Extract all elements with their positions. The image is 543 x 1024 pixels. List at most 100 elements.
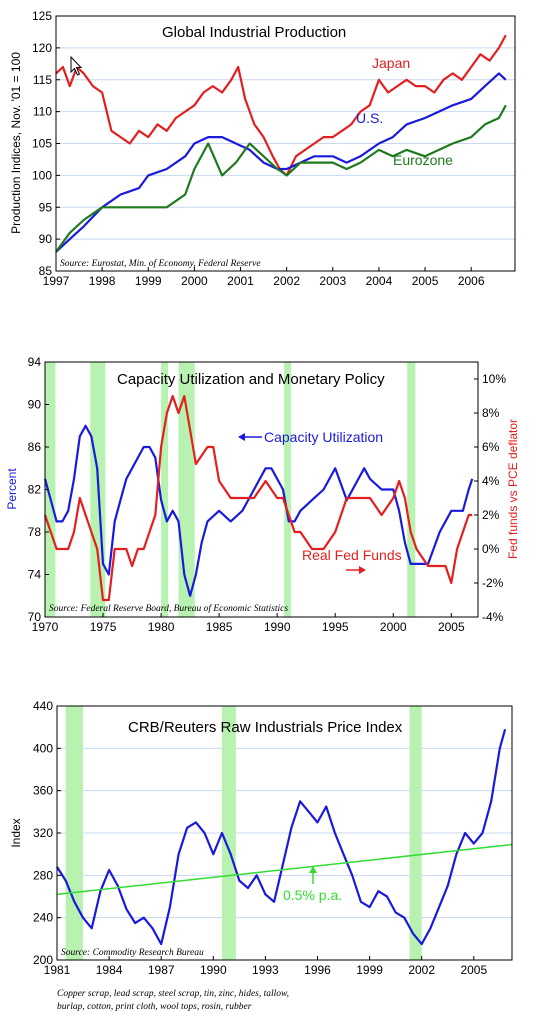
c3-series-crb-raw-industrials [56, 729, 507, 946]
c2-y2-axis-label: Fed funds vs PCE deflator [506, 419, 520, 559]
c2-y2tick-label-1: -2% [482, 576, 504, 590]
c3-xtick-label-0: 1981 [44, 963, 71, 977]
c1-xtick-label-0: 1997 [43, 274, 70, 288]
c2-capacity-arrowhead [238, 433, 245, 441]
c2-source: Source: Federal Reserve Board, Bureau of… [49, 603, 288, 614]
c1-ytick-label-1: 90 [39, 232, 53, 246]
c1-xtick-label-5: 2002 [273, 274, 300, 288]
c2-ytick-label-4: 86 [28, 440, 42, 454]
c3-recession-bar-2 [409, 706, 422, 960]
c3-title: CRB/Reuters Raw Industrials Price Index [128, 719, 403, 736]
c3-xtick-label-4: 1993 [252, 963, 279, 977]
c1-ytick-label-0: 85 [39, 264, 53, 278]
c3-ytick-label-4: 360 [33, 784, 53, 798]
c1-ytick-label-4: 105 [32, 137, 52, 151]
c3-xtick-label-8: 2005 [460, 963, 487, 977]
c3-xtick-label-3: 1990 [200, 963, 227, 977]
c1-xtick-label-7: 2004 [366, 274, 393, 288]
c2-y-ticks-right: -4% -2% 0% 2% 4% 6% 8% 10% [474, 372, 506, 624]
chart-capacity-utilization: 70 74 78 82 86 90 94 -4% -2% 0% 2% 4% 6% 8% 10% 1970 1… [5, 355, 520, 634]
c3-xtick-label-7: 2002 [408, 963, 435, 977]
c2-y2tick-label-0: -4% [482, 610, 504, 624]
c3-xtick-label-2: 1987 [148, 963, 175, 977]
c2-y-ticks-left: 70 74 78 82 86 90 94 [28, 355, 49, 624]
c2-xtick-label-0: 1970 [32, 620, 59, 634]
c1-y-ticks: 85 90 95 100 105 110 115 120 125 [32, 9, 60, 278]
c1-gridlines [56, 15, 515, 272]
c3-trend-arrowhead [309, 866, 317, 873]
c1-source: Source: Eurostat, Min. of Economy, Feder… [60, 258, 261, 269]
c1-ytick-label-7: 120 [32, 41, 52, 55]
c3-source: Source: Commodity Research Bureau [61, 948, 204, 958]
c1-ytick-label-5: 110 [33, 105, 52, 119]
c1-series-u-s- [55, 72, 507, 253]
c2-x-ticks: 1970 1975 1980 1985 1990 1995 2000 2005 [32, 613, 465, 634]
c1-xtick-label-3: 2000 [181, 274, 208, 288]
c2-y2tick-label-2: 0% [482, 542, 500, 556]
c3-ytick-label-6: 440 [33, 699, 53, 713]
c2-capacity-annotation: Capacity Utilization [238, 429, 383, 445]
c2-xtick-label-6: 2000 [380, 620, 407, 634]
c2-ytick-label-5: 90 [28, 398, 42, 412]
c2-recession-bar-3 [178, 362, 195, 617]
c3-trend-annotation: 0.5% p.a. [283, 866, 342, 903]
c2-fedfunds-arrowhead [359, 566, 366, 574]
c3-xtick-label-6: 1999 [356, 963, 383, 977]
c2-recession-bar-0 [45, 362, 56, 617]
c3-recession-bars [65, 706, 422, 960]
c3-series-lines [56, 729, 513, 946]
c2-label-capacity: Capacity Utilization [264, 429, 383, 445]
c2-ytick-label-0: 70 [28, 610, 42, 624]
c1-series-japan [55, 34, 507, 177]
c2-fedfunds-annotation: Real Fed Funds [302, 547, 402, 574]
c3-ytick-label-1: 240 [33, 911, 53, 925]
c2-series-lines [43, 394, 474, 602]
c2-y-axis-label: Percent [5, 468, 19, 510]
c2-ytick-label-3: 82 [28, 483, 42, 497]
c3-ytick-label-3: 320 [33, 826, 53, 840]
c2-xtick-label-1: 1975 [90, 620, 117, 634]
c2-series-real-fed-funds [43, 394, 473, 602]
chart-global-industrial-production: 85 90 95 100 105 110 115 120 125 1997 1998 1999 200… [9, 9, 516, 288]
c3-gridlines [57, 705, 512, 961]
c1-series-lines [55, 34, 507, 253]
c2-xtick-label-7: 2005 [438, 620, 465, 634]
c1-label-us: U.S. [356, 110, 383, 126]
c3-y-ticks: 200 240 280 320 360 400 440 [33, 699, 61, 967]
c2-y2tick-label-6: 8% [482, 406, 500, 420]
c2-recession-bar-5 [407, 362, 416, 617]
c3-ytick-label-2: 280 [33, 868, 53, 882]
c1-xtick-label-8: 2005 [412, 274, 439, 288]
c3-series-0-5-p-a- [56, 843, 513, 896]
c3-xtick-label-5: 1996 [304, 963, 331, 977]
c3-footnote-line-1: Copper scrap, lead scrap, steel scrap, t… [57, 989, 289, 999]
c3-label-trend: 0.5% p.a. [283, 887, 342, 903]
c2-y2tick-label-5: 6% [482, 440, 500, 454]
c2-ytick-label-6: 94 [28, 355, 42, 369]
c3-x-ticks: 1981 1984 1987 1990 1993 1996 1999 2002 2005 [44, 956, 487, 977]
c1-xtick-label-2: 1999 [135, 274, 162, 288]
c3-recession-bar-0 [65, 706, 84, 960]
c3-ytick-label-0: 200 [33, 953, 53, 967]
c1-x-ticks: 1997 1998 1999 2000 2001 2002 2003 2004 2005 2006 [43, 267, 485, 288]
c2-y2tick-label-3: 2% [482, 508, 500, 522]
c2-xtick-label-2: 1980 [148, 620, 175, 634]
c3-xtick-label-1: 1984 [96, 963, 123, 977]
c1-series-eurozone [55, 104, 507, 253]
c1-label-eurozone: Eurozone [393, 152, 453, 168]
c2-xtick-label-5: 1995 [322, 620, 349, 634]
c1-ytick-label-6: 115 [33, 73, 52, 87]
c2-ytick-label-1: 74 [28, 568, 42, 582]
c3-y-axis-label: Index [9, 818, 23, 847]
c3-ytick-label-5: 400 [33, 741, 53, 755]
c2-ytick-label-2: 78 [28, 525, 42, 539]
c2-title: Capacity Utilization and Monetary Policy [117, 371, 385, 388]
c1-y-axis-label: Production Indices, Nov. '01 = 100 [9, 52, 23, 234]
c2-xtick-label-4: 1990 [264, 620, 291, 634]
c2-y2tick-label-4: 4% [482, 474, 500, 488]
c2-y2tick-label-7: 10% [482, 372, 506, 386]
c1-ytick-label-8: 125 [32, 9, 52, 23]
c1-ytick-label-3: 100 [32, 168, 52, 182]
